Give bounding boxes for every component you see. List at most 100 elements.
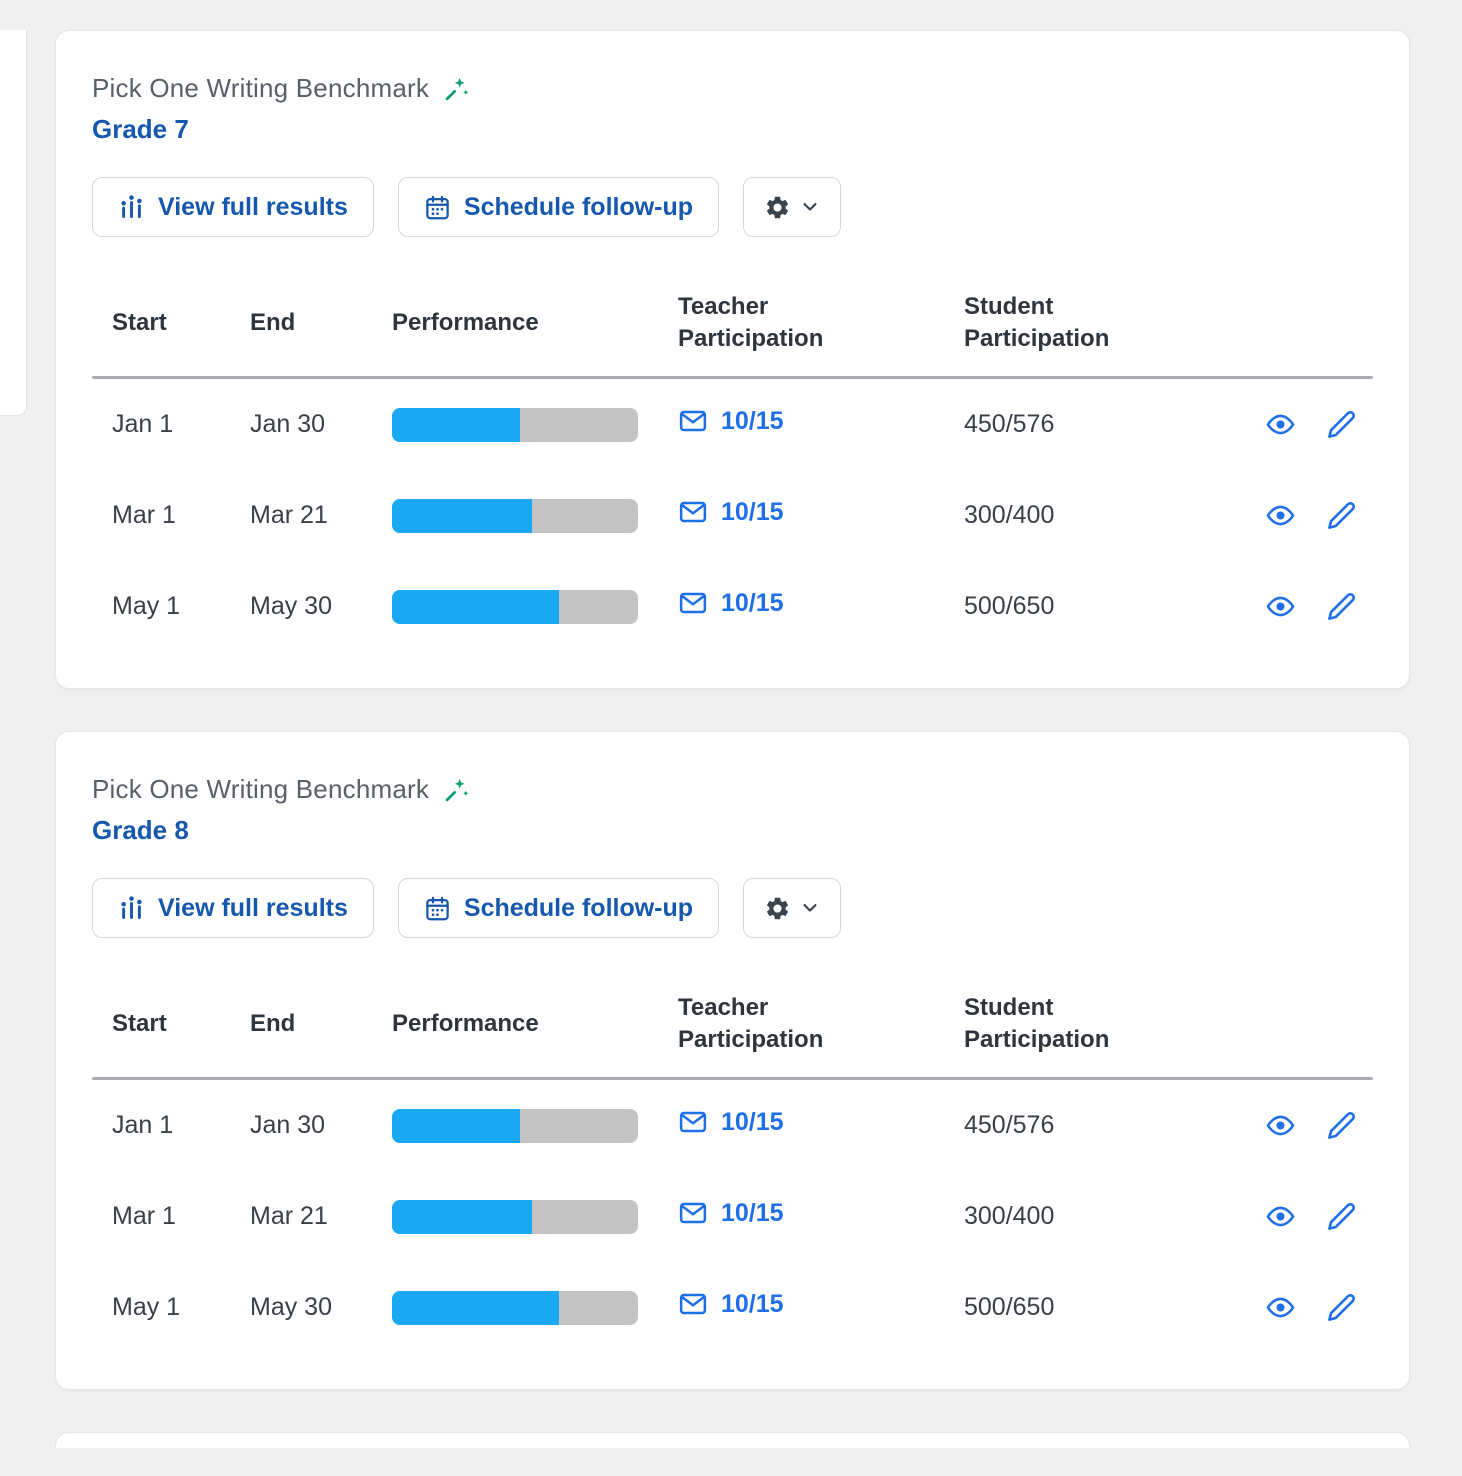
table-row: Mar 1 Mar 21 10/15 300/400 bbox=[92, 470, 1373, 561]
column-header-start: Start bbox=[112, 309, 167, 337]
performance-bar bbox=[392, 407, 638, 442]
end-cell: May 30 bbox=[250, 592, 332, 620]
teacher-participation-value: 10/15 bbox=[721, 588, 784, 617]
pencil-icon bbox=[1326, 1201, 1357, 1232]
grade-link[interactable]: Grade 7 bbox=[92, 114, 189, 144]
teacher-participation-link[interactable]: 10/15 bbox=[678, 406, 784, 436]
column-header-performance: Performance bbox=[392, 1010, 539, 1038]
performance-cell bbox=[392, 498, 678, 533]
card-title: Pick One Writing Benchmark bbox=[92, 774, 430, 804]
card-actions: View full results Schedule follow-up bbox=[92, 177, 1373, 237]
table-header-divider bbox=[92, 1077, 1373, 1080]
performance-cell bbox=[392, 589, 678, 624]
adjacent-card-edge bbox=[0, 30, 27, 416]
card-actions: View full results Schedule follow-up bbox=[92, 878, 1373, 938]
performance-cell bbox=[392, 407, 678, 442]
edit-row-button[interactable] bbox=[1326, 591, 1357, 622]
edit-row-button[interactable] bbox=[1326, 1292, 1357, 1323]
column-header-teacher-participation: Teacher Participation bbox=[678, 293, 824, 352]
start-cell: May 1 bbox=[112, 592, 181, 620]
performance-bar-fill bbox=[392, 407, 520, 442]
benchmark-table: Start End Performance Teacher Participat… bbox=[92, 986, 1373, 1353]
bar-chart-icon bbox=[118, 194, 145, 221]
performance-bar-fill bbox=[392, 498, 533, 533]
student-participation-cell: 300/400 bbox=[964, 1202, 1055, 1230]
magic-wand-icon bbox=[443, 776, 471, 804]
end-cell: Jan 30 bbox=[250, 1111, 326, 1139]
chevron-down-icon bbox=[800, 898, 820, 918]
column-header-performance: Performance bbox=[392, 309, 539, 337]
pencil-icon bbox=[1326, 1292, 1357, 1323]
teacher-participation-cell: 10/15 bbox=[678, 1289, 964, 1326]
view-row-button[interactable] bbox=[1265, 591, 1296, 622]
performance-cell bbox=[392, 1199, 678, 1234]
table-row: May 1 May 30 10/15 500/650 bbox=[92, 1262, 1373, 1353]
edit-row-button[interactable] bbox=[1326, 1201, 1357, 1232]
schedule-follow-up-button[interactable]: Schedule follow-up bbox=[397, 878, 720, 938]
student-participation-cell: 500/650 bbox=[964, 592, 1055, 620]
table-header-row: Start End Performance Teacher Participat… bbox=[92, 986, 1373, 1062]
view-full-results-button[interactable]: View full results bbox=[92, 177, 374, 237]
teacher-participation-link[interactable]: 10/15 bbox=[678, 497, 784, 527]
grade-link[interactable]: Grade 8 bbox=[92, 815, 189, 845]
view-full-results-button[interactable]: View full results bbox=[92, 878, 374, 938]
settings-menu-button[interactable] bbox=[743, 878, 842, 938]
performance-bar-fill bbox=[392, 589, 560, 624]
performance-bar bbox=[392, 589, 638, 624]
schedule-follow-up-button[interactable]: Schedule follow-up bbox=[397, 177, 720, 237]
gear-icon bbox=[764, 895, 791, 922]
edit-row-button[interactable] bbox=[1326, 500, 1357, 531]
view-full-results-label: View full results bbox=[158, 192, 348, 221]
start-cell: Mar 1 bbox=[112, 1202, 176, 1230]
column-header-end: End bbox=[250, 1010, 296, 1038]
teacher-participation-cell: 10/15 bbox=[678, 588, 964, 625]
row-actions bbox=[1252, 1110, 1373, 1141]
teacher-participation-link[interactable]: 10/15 bbox=[678, 588, 784, 618]
end-cell: May 30 bbox=[250, 1293, 332, 1321]
eye-icon bbox=[1265, 1110, 1296, 1141]
gear-icon bbox=[764, 194, 791, 221]
envelope-icon bbox=[678, 406, 708, 436]
benchmark-card-grade-8: Pick One Writing Benchmark Grade 8 View … bbox=[55, 731, 1410, 1390]
pencil-icon bbox=[1326, 500, 1357, 531]
end-cell: Mar 21 bbox=[250, 1202, 328, 1230]
settings-menu-button[interactable] bbox=[743, 177, 842, 237]
column-header-student-participation: Student Participation bbox=[964, 994, 1110, 1053]
table-row: May 1 May 30 10/15 500/650 bbox=[92, 561, 1373, 652]
start-cell: Jan 1 bbox=[112, 1111, 174, 1139]
teacher-participation-value: 10/15 bbox=[721, 1198, 784, 1227]
start-cell: Jan 1 bbox=[112, 410, 174, 438]
start-cell: Mar 1 bbox=[112, 501, 176, 529]
teacher-participation-cell: 10/15 bbox=[678, 497, 964, 534]
teacher-participation-value: 10/15 bbox=[721, 497, 784, 526]
pencil-icon bbox=[1326, 1110, 1357, 1141]
eye-icon bbox=[1265, 1201, 1296, 1232]
view-row-button[interactable] bbox=[1265, 1201, 1296, 1232]
calendar-icon bbox=[424, 194, 451, 221]
view-row-button[interactable] bbox=[1265, 1292, 1296, 1323]
view-row-button[interactable] bbox=[1265, 500, 1296, 531]
card-title-row: Pick One Writing Benchmark bbox=[92, 774, 1373, 805]
envelope-icon bbox=[678, 497, 708, 527]
edit-row-button[interactable] bbox=[1326, 409, 1357, 440]
teacher-participation-cell: 10/15 bbox=[678, 1198, 964, 1235]
view-row-button[interactable] bbox=[1265, 1110, 1296, 1141]
envelope-icon bbox=[678, 588, 708, 618]
teacher-participation-link[interactable]: 10/15 bbox=[678, 1107, 784, 1137]
performance-bar bbox=[392, 1290, 638, 1325]
teacher-participation-link[interactable]: 10/15 bbox=[678, 1198, 784, 1228]
chevron-down-icon bbox=[800, 197, 820, 217]
edit-row-button[interactable] bbox=[1326, 1110, 1357, 1141]
end-cell: Mar 21 bbox=[250, 501, 328, 529]
teacher-participation-cell: 10/15 bbox=[678, 406, 964, 443]
eye-icon bbox=[1265, 500, 1296, 531]
row-actions bbox=[1252, 1292, 1373, 1323]
envelope-icon bbox=[678, 1198, 708, 1228]
envelope-icon bbox=[678, 1107, 708, 1137]
student-participation-cell: 450/576 bbox=[964, 410, 1055, 438]
view-row-button[interactable] bbox=[1265, 409, 1296, 440]
bar-chart-icon bbox=[118, 895, 145, 922]
teacher-participation-link[interactable]: 10/15 bbox=[678, 1289, 784, 1319]
card-title-row: Pick One Writing Benchmark bbox=[92, 73, 1373, 104]
eye-icon bbox=[1265, 1292, 1296, 1323]
